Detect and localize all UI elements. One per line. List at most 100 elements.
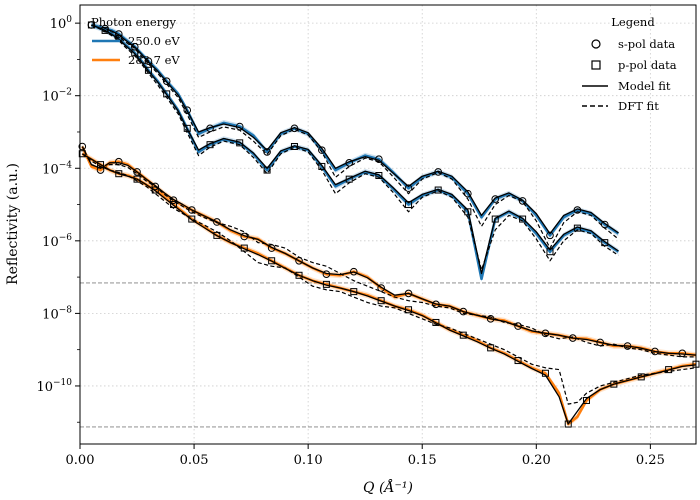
marker-2500-spol-4 <box>114 30 123 38</box>
marker-2500-spol-42 <box>600 220 609 229</box>
marker-2500-ppol-28 <box>405 201 413 209</box>
energy-legend-title: Photon energy <box>91 15 177 29</box>
marker-2837-spol-32 <box>459 307 468 316</box>
data-line-2837-ppol <box>81 152 697 426</box>
marker-2500-ppol-32 <box>464 208 472 216</box>
marker-2837-ppol-24 <box>350 288 358 296</box>
marker-2500-spol-16 <box>235 122 244 131</box>
marker-2500-ppol-14 <box>206 141 214 149</box>
marker-2837-spol-22 <box>322 270 331 279</box>
marker-2837-ppol-20 <box>295 271 303 279</box>
marker-2837-spol-40 <box>569 334 577 342</box>
marker-2500-spol-18 <box>263 148 271 156</box>
marker-2837-spol-26 <box>377 284 385 292</box>
y-tick-label-0: 100 <box>50 15 73 32</box>
marker-2500-ppol-40 <box>573 224 581 232</box>
model-fit-2837-spol <box>81 146 697 356</box>
marker-2837-ppol-26 <box>377 297 385 305</box>
reference-lines <box>80 282 696 428</box>
marker-2837-ppol-10 <box>170 201 178 209</box>
marker-2500-ppol-2 <box>101 26 109 34</box>
legend-ppol-label: p-pol data <box>618 58 677 72</box>
marker-2500-spol-22 <box>318 146 326 154</box>
marker-2837-spol-24 <box>349 267 358 276</box>
marker-2837-spol-30 <box>432 300 440 309</box>
marker-2837-spol-0 <box>78 142 87 151</box>
marker-2837-spol-16 <box>240 232 249 241</box>
x-tick-label-5: 0.25 <box>636 453 665 468</box>
marker-2500-ppol-38 <box>546 248 554 256</box>
legend-model-label: Model fit <box>618 79 671 93</box>
marker-2837-spol-38 <box>541 329 550 338</box>
marker-2837-ppol-40 <box>564 420 572 428</box>
marker-2500-ppol-6 <box>131 49 139 57</box>
marker-2837-ppol-22 <box>322 280 330 288</box>
marker-2837-ppol-34 <box>487 344 495 352</box>
plot-frame <box>79 4 697 445</box>
marker-2500-ppol-34 <box>491 215 499 223</box>
marker-2837-ppol-46 <box>637 373 645 381</box>
marker-2837-ppol-8 <box>151 186 159 194</box>
data-line-2837-spol <box>81 145 697 357</box>
energy-legend-label-250: 250.0 eV <box>128 34 180 48</box>
marker-2500-spol-40 <box>573 206 582 214</box>
marker-2500-spol-20 <box>290 124 299 133</box>
marker-2500-spol-24 <box>345 159 354 167</box>
marker-2837-spol-44 <box>623 342 632 350</box>
marker-2837-ppol-36 <box>514 357 522 365</box>
dft-fit-2837-spol <box>81 146 696 358</box>
marker-2837-spol-36 <box>514 322 522 330</box>
y-axis-ticks: 100 10−2 10−4 10−6 10−8 10−10 <box>36 15 80 423</box>
marker-2500-spol-32 <box>464 189 472 198</box>
marker-2500-spol-36 <box>518 197 527 205</box>
y-tick-label-3: 10−6 <box>42 233 72 250</box>
x-tick-label-0: 0.00 <box>66 453 95 468</box>
x-axis-title: Q (Å⁻¹) <box>363 478 413 496</box>
y-axis-title: Reflectivity (a.u.) <box>5 163 21 285</box>
marker-2500-spol-34 <box>491 195 500 203</box>
marker-2837-ppol-42 <box>582 396 590 404</box>
marker-2837-ppol-0 <box>78 150 86 158</box>
marker-2500-ppol-24 <box>345 175 353 183</box>
dft-fit-2500-ppol <box>91 24 619 271</box>
x-axis-ticks: 0.00 0.05 0.10 0.15 0.20 0.25 <box>66 444 665 468</box>
marker-2837-ppol-12 <box>188 215 196 223</box>
marker-2837-spol-2 <box>96 166 105 174</box>
marker-2500-spol-12 <box>183 106 192 115</box>
marker-2837-spol-4 <box>114 157 123 166</box>
marker-2837-spol-18 <box>267 244 276 252</box>
marker-2837-ppol-48 <box>665 366 673 374</box>
model-fit-2500-ppol <box>91 24 619 275</box>
marker-2500-ppol-42 <box>601 239 609 247</box>
marker-2837-spol-14 <box>213 218 221 226</box>
x-tick-label-4: 0.20 <box>522 453 551 468</box>
marker-2500-spol-10 <box>162 77 171 85</box>
marker-2837-ppol-32 <box>459 331 467 339</box>
data-markers <box>78 21 700 428</box>
main-legend-title: Legend <box>611 15 655 29</box>
marker-2500-ppol-18 <box>263 166 271 174</box>
marker-2500-spol-30 <box>434 168 442 176</box>
main-legend: Legend s-pol data p-pol data Model fit D… <box>582 15 677 113</box>
band-2837-spol <box>82 143 697 358</box>
y-tick-label-4: 10−8 <box>42 305 72 322</box>
marker-2500-spol-8 <box>144 57 153 66</box>
marker-2837-ppol-44 <box>610 380 618 388</box>
marker-2837-ppol-28 <box>405 306 413 314</box>
marker-2837-spol-20 <box>295 256 303 265</box>
marker-2837-ppol-14 <box>213 231 221 239</box>
legend-circle-marker <box>591 39 601 49</box>
legend-spol-label: s-pol data <box>618 37 675 51</box>
energy-legend: Photon energy 250.0 eV 283.7 eV <box>91 15 180 67</box>
dft-fit-2837-ppol <box>81 153 697 405</box>
legend-square-marker <box>591 60 601 70</box>
marker-2500-ppol-8 <box>144 66 152 74</box>
marker-2500-spol-26 <box>375 155 383 163</box>
y-tick-label-2: 10−4 <box>42 160 72 177</box>
energy-legend-label-283: 283.7 eV <box>128 53 180 67</box>
marker-2500-ppol-12 <box>183 124 191 132</box>
marker-2500-ppol-10 <box>163 90 171 98</box>
x-tick-label-1: 0.05 <box>180 453 209 468</box>
marker-2837-ppol-30 <box>432 318 440 326</box>
